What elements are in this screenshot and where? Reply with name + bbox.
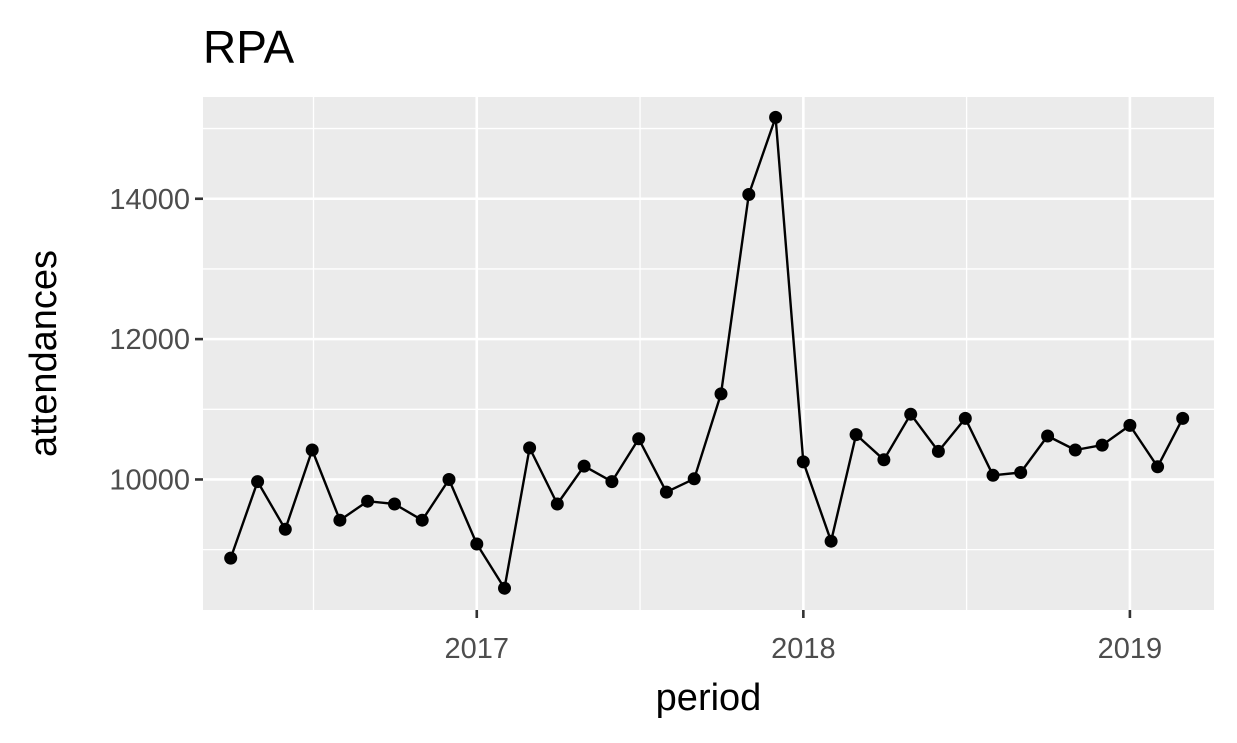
y-tick-label: 12000	[109, 324, 190, 356]
data-point	[361, 494, 375, 508]
data-point	[742, 188, 756, 201]
data-point	[796, 455, 810, 469]
y-minor-gridlines	[203, 127, 1214, 551]
x-minor-gridlines	[312, 97, 968, 610]
y-axis-ticks: 10000 12000 14000	[109, 184, 203, 496]
data-point	[442, 473, 456, 486]
data-point	[1151, 460, 1165, 474]
data-point	[333, 513, 347, 527]
data-point	[986, 468, 1000, 482]
y-tick-label: 10000	[109, 464, 190, 496]
x-tick-label: 2019	[1098, 633, 1163, 665]
plot-panel	[203, 97, 1214, 610]
data-point	[1123, 418, 1137, 432]
x-major-gridlines	[475, 97, 1132, 610]
chart-title: RPA	[203, 21, 294, 73]
data-point	[958, 411, 972, 425]
data-point	[470, 537, 484, 551]
data-point	[769, 110, 783, 124]
y-tick-label: 14000	[109, 184, 190, 216]
data-point	[659, 485, 673, 499]
data-point	[714, 387, 728, 401]
data-point	[1176, 411, 1190, 425]
data-point	[523, 441, 537, 455]
data-point	[931, 444, 945, 458]
data-point	[687, 472, 701, 486]
data-point	[1014, 466, 1028, 479]
x-axis-ticks: 2017 2018 2019	[445, 610, 1163, 665]
data-point	[224, 551, 238, 565]
data-point	[904, 407, 918, 421]
x-tick-label: 2017	[445, 633, 510, 665]
data-point	[415, 513, 429, 527]
data-point	[1095, 438, 1109, 452]
y-axis-title: attendances	[23, 250, 65, 457]
data-point	[849, 428, 863, 442]
data-point	[824, 534, 838, 548]
data-point	[388, 497, 401, 511]
y-major-gridlines	[203, 197, 1214, 481]
data-point	[498, 581, 511, 595]
data-point	[877, 453, 891, 467]
x-axis-title: period	[656, 677, 762, 719]
data-point	[305, 443, 319, 457]
data-point	[605, 475, 619, 489]
data-point	[550, 497, 564, 511]
data-point	[251, 475, 265, 489]
data-point	[632, 432, 646, 446]
data-point	[577, 459, 591, 473]
data-points	[224, 110, 1190, 595]
data-point	[1068, 443, 1082, 457]
x-tick-label: 2018	[771, 633, 836, 665]
data-point	[1041, 429, 1055, 443]
data-point	[278, 522, 292, 536]
